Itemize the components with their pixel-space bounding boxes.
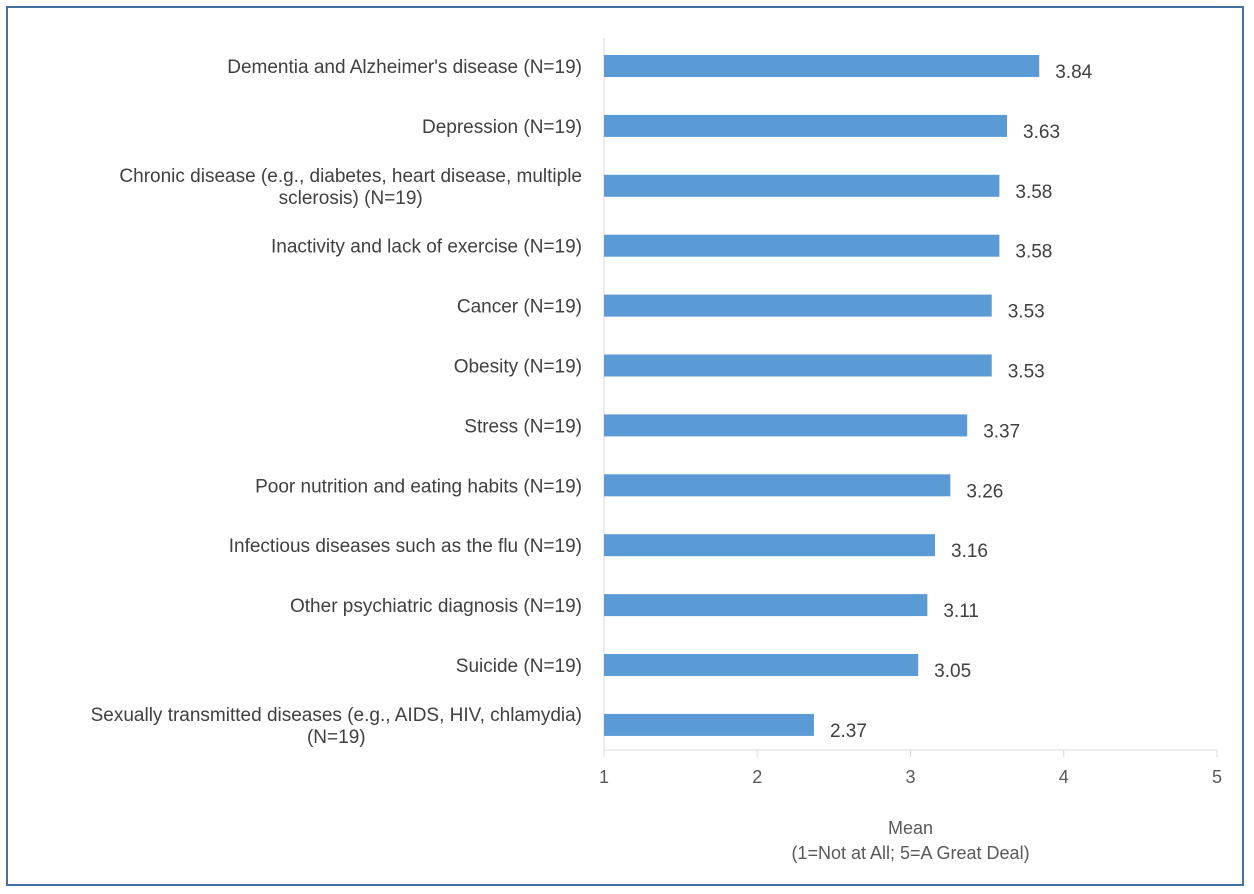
bar-chart: 1 2 3 4 5 3.84 Dementia and Alzheimer's diseas… [91,38,1222,863]
bar [604,713,814,736]
data-label: 3.58 [1015,242,1052,263]
bar [604,114,1008,137]
category-label: Dementia and Alzheimer's disease (N=19) [227,57,582,78]
x-tick-label: 4 [1059,767,1069,787]
data-label: 3.84 [1055,62,1092,83]
category-label: Depression (N=19) [422,117,582,138]
bar [604,534,936,557]
data-label: 3.11 [943,601,979,622]
category-label: Obesity (N=19) [454,357,582,378]
x-tick-label: 2 [752,767,762,787]
x-axis-title: Mean [888,818,933,838]
category-label: Other psychiatric diagnosis (N=19) [290,596,582,617]
chart-frame: 1 2 3 4 5 3.84 Dementia and Alzheimer's diseas… [6,6,1244,886]
category-label: Suicide (N=19) [456,656,582,677]
category-label-continued: sclerosis) (N=19) [279,188,423,209]
x-tick-label: 5 [1212,767,1222,787]
category-label: Cancer (N=19) [457,297,582,318]
data-label: 3.58 [1015,182,1052,203]
category-label-continued: (N=19) [307,727,366,748]
data-label: 3.53 [1008,362,1045,383]
data-label: 3.63 [1023,122,1060,143]
category-label: Sexually transmitted diseases (e.g., AID… [91,705,582,726]
x-tick-label: 3 [905,767,915,787]
category-label: Infectious diseases such as the flu (N=1… [229,536,582,557]
bar [604,654,919,676]
x-axis-subtitle: (1=Not at All; 5=A Great Deal) [791,843,1029,863]
category-label: Poor nutrition and eating habits (N=19) [255,476,582,497]
bar [604,294,992,317]
bar [604,55,1040,77]
bar [604,174,1000,197]
data-label: 3.53 [1008,302,1045,323]
bar [604,234,1000,257]
data-label: 2.37 [830,721,867,742]
bar [604,354,992,377]
category-label: Chronic disease (e.g., diabetes, heart d… [119,166,582,187]
bar [604,594,928,617]
category-label: Inactivity and lack of exercise (N=19) [271,237,582,258]
data-label: 3.37 [983,421,1020,442]
data-label: 3.05 [934,661,971,682]
data-label: 3.16 [951,541,988,562]
data-label: 3.26 [966,481,1003,502]
x-tick-label: 1 [599,767,609,787]
category-label: Stress (N=19) [464,416,582,437]
bar [604,474,951,497]
bar [604,414,968,437]
